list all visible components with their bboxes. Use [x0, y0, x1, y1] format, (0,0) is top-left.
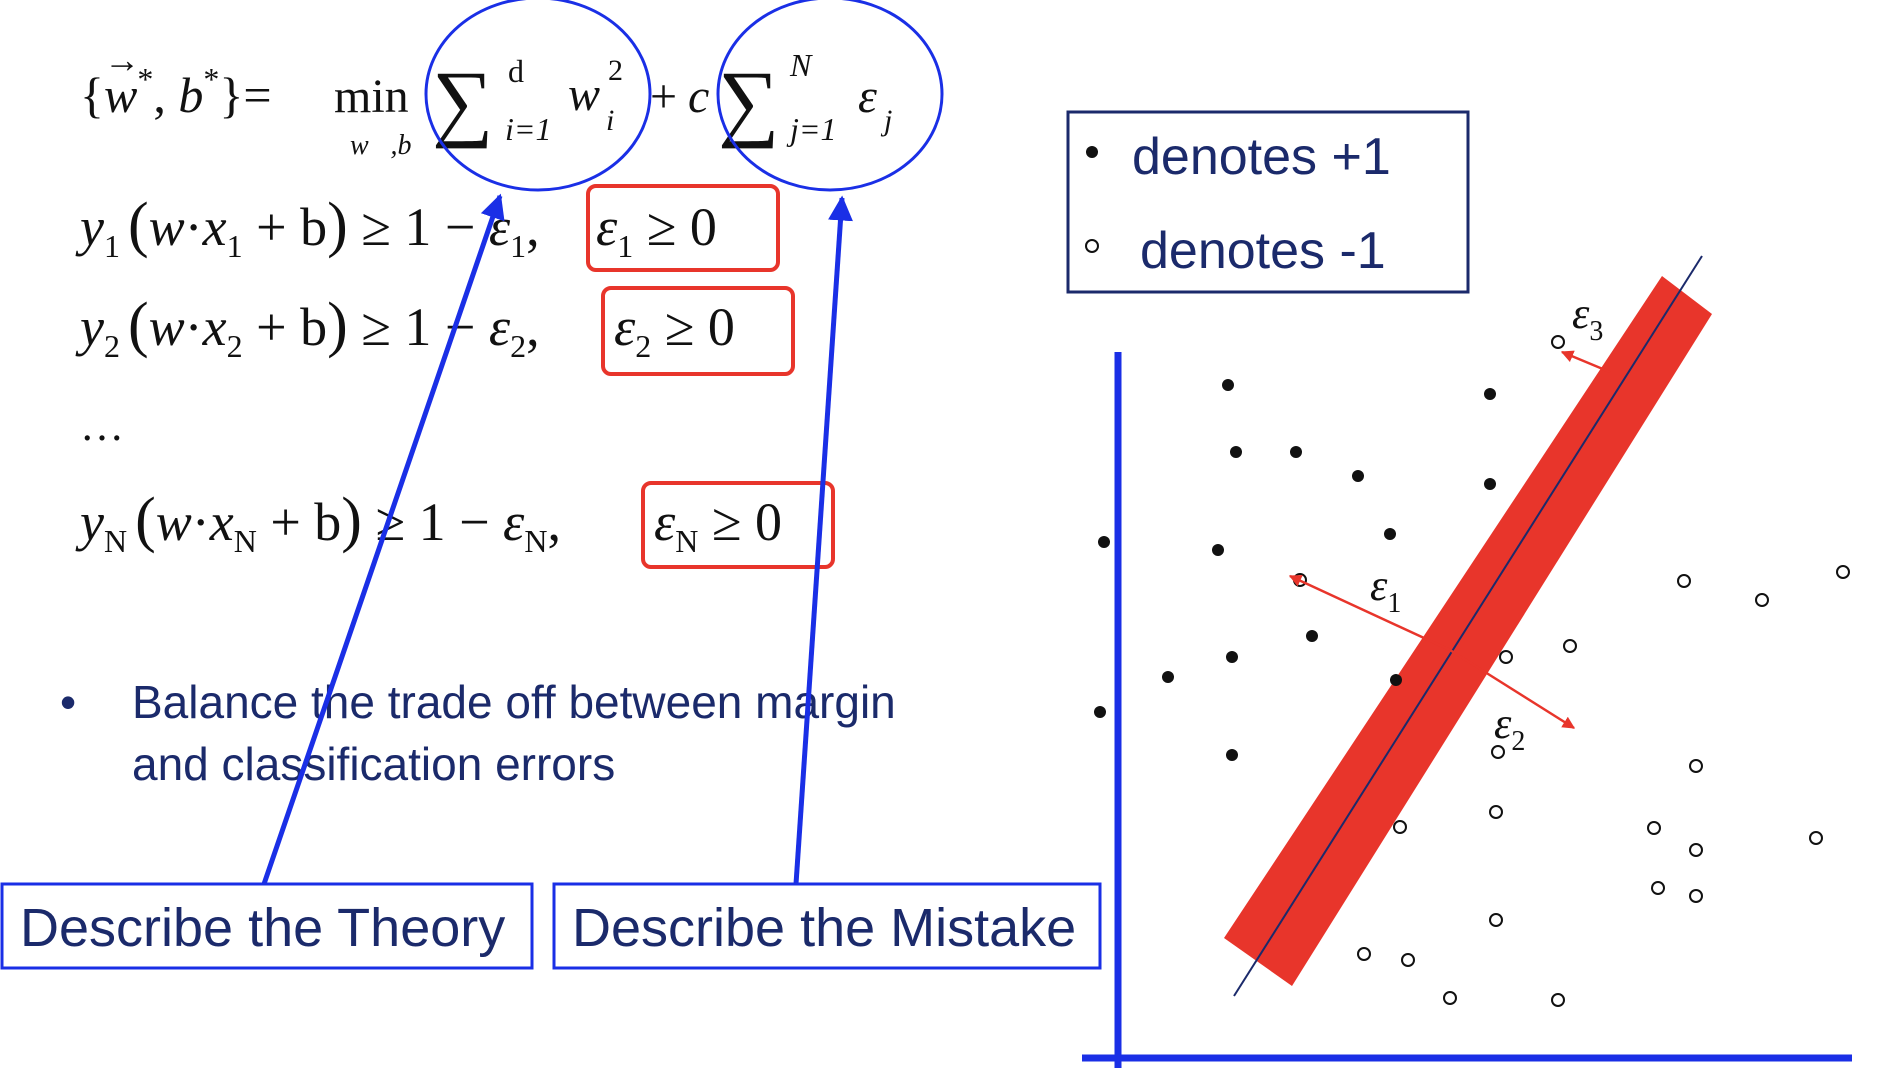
negative-point	[1491, 745, 1505, 759]
negative-point	[1836, 565, 1850, 579]
positive-point	[1306, 630, 1318, 642]
positive-point	[1230, 446, 1242, 458]
c-constant: c	[688, 70, 709, 123]
negative-point	[1551, 335, 1565, 349]
describe-mistake-label: Describe the Mistake	[572, 898, 1076, 958]
legend: denotes +1 denotes -1	[1066, 110, 1470, 294]
constraint-n: yN (w·xN + b) ≥ 1 − εN, εN ≥ 0	[75, 486, 782, 559]
positive-point	[1384, 528, 1396, 540]
w-term: w	[568, 68, 600, 121]
negative-point	[1809, 831, 1823, 845]
bullet-marker: •	[60, 676, 76, 728]
constraint-2-text: y2 (w·x2 + b) ≥ 1 − ε2,	[75, 291, 540, 364]
sum-epsilon-highlight-ellipse	[716, 0, 944, 192]
negative-point	[1357, 947, 1371, 961]
positive-point	[1226, 749, 1238, 761]
margin-band	[1224, 276, 1712, 986]
slack-eps1-arrow	[1288, 574, 1451, 652]
bullet-line-2: and classification errors	[132, 738, 615, 790]
decision-boundary	[1233, 255, 1703, 997]
describe-theory-label: Describe the Theory	[20, 898, 505, 958]
min-subscript: w⃗,b	[350, 130, 411, 161]
negative-point	[1489, 805, 1503, 819]
slack-label-eps3: ε3	[1572, 289, 1603, 347]
legend-positive-marker	[1086, 146, 1098, 158]
constraint-n-text: yN (w·xN + b) ≥ 1 − εN,	[75, 486, 561, 559]
objective-w-arrow: →	[104, 40, 140, 80]
positive-point	[1212, 544, 1224, 556]
epsilon-j-sub: j	[880, 104, 892, 137]
negative-point	[1689, 889, 1703, 903]
objective-plus: +	[650, 70, 677, 123]
objective-equation: {w*, b*}= → min w⃗,b ∑ d i=1 w 2 i + c ∑…	[80, 40, 892, 161]
describe-theory-callout: Describe the Theory	[0, 882, 534, 970]
w-term-sub: i	[606, 104, 614, 137]
objective-lhs: {w*, b*}=	[80, 61, 272, 123]
bullet-line-1: Balance the trade off between margin	[132, 676, 896, 728]
sum2-upper: N	[789, 47, 813, 83]
negative-point	[1689, 843, 1703, 857]
constraint-1-nonneg: ε1 ≥ 0	[596, 197, 717, 264]
bullet-point: • Balance the trade off between margin a…	[60, 676, 896, 790]
sum1-upper: d	[508, 53, 524, 89]
negative-point	[1677, 574, 1691, 588]
negative-point	[1393, 820, 1407, 834]
positive-point	[1226, 651, 1238, 663]
positive-point	[1390, 674, 1402, 686]
positive-point	[1352, 470, 1364, 482]
eps2-nonneg-box	[601, 286, 795, 376]
epsN-nonneg-box	[641, 481, 835, 569]
slack-label-eps1: ε1	[1370, 561, 1401, 619]
legend-negative-label: denotes -1	[1140, 222, 1386, 280]
constraint-1-text: y1 (w·x1 + b) ≥ 1 − ε1,	[75, 191, 540, 264]
negative-point	[1689, 759, 1703, 773]
legend-negative-marker	[1085, 239, 1099, 253]
legend-positive-label: denotes +1	[1132, 128, 1391, 186]
w-term-sup: 2	[608, 54, 623, 87]
min-operator: min	[334, 70, 409, 123]
constraint-2: y2 (w·x2 + b) ≥ 1 − ε2, ε2 ≥ 0	[75, 291, 735, 364]
negative-point	[1563, 639, 1577, 653]
constraint-n-nonneg: εN ≥ 0	[654, 492, 782, 559]
negative-point	[1489, 913, 1503, 927]
positive-point	[1098, 536, 1110, 548]
sum1-lower: i=1	[505, 111, 551, 147]
sum-symbol-1: ∑	[432, 53, 493, 149]
positive-point	[1290, 446, 1302, 458]
sum-w-highlight-ellipse	[424, 0, 652, 192]
slack-eps2-arrow	[1449, 648, 1576, 730]
mistake-arrow	[793, 195, 853, 885]
negative-point	[1499, 650, 1513, 664]
constraint-2-nonneg: ε2 ≥ 0	[614, 297, 735, 364]
negative-point	[1651, 881, 1665, 895]
ellipsis: …	[80, 401, 124, 450]
constraint-1: y1 (w·x1 + b) ≥ 1 − ε1, ε1 ≥ 0	[75, 191, 717, 264]
positive-point	[1094, 706, 1106, 718]
slack-label-eps2: ε2	[1494, 699, 1525, 757]
epsilon-j: ε	[858, 70, 877, 123]
sum2-lower: j=1	[786, 111, 836, 147]
eps1-nonneg-box	[586, 184, 780, 272]
negative-point	[1443, 991, 1457, 1005]
positive-point	[1222, 379, 1234, 391]
theory-arrow	[261, 193, 505, 885]
positive-point	[1484, 388, 1496, 400]
negative-point	[1551, 993, 1565, 1007]
negative-point	[1401, 953, 1415, 967]
positive-point	[1484, 478, 1496, 490]
negative-point	[1755, 593, 1769, 607]
describe-mistake-callout: Describe the Mistake	[552, 882, 1102, 970]
negative-point	[1647, 821, 1661, 835]
slack-eps3-arrow	[1560, 350, 1611, 374]
positive-point	[1162, 671, 1174, 683]
